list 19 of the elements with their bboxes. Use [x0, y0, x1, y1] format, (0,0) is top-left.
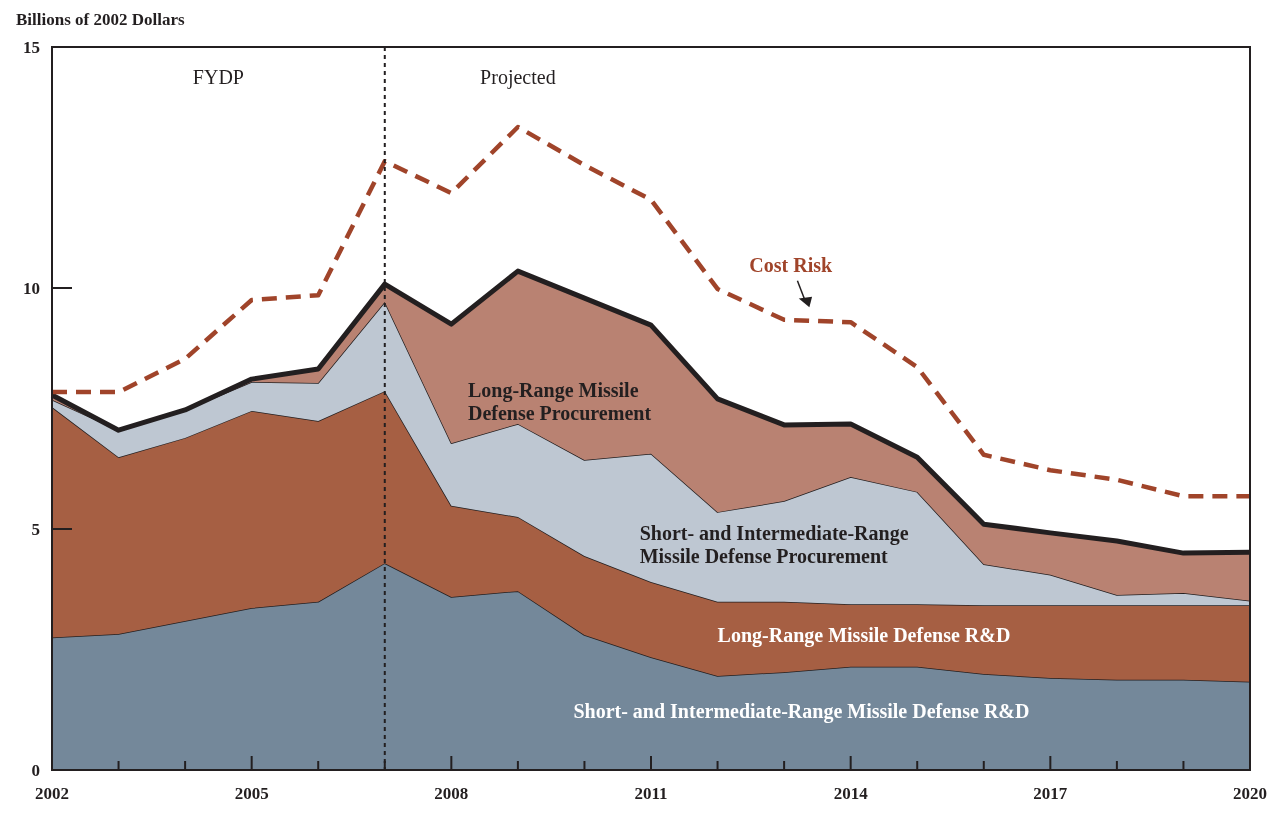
series-label: Short- and Intermediate-Range Missile Defense R&D [573, 699, 1030, 723]
y-axis-title: Billions of 2002 Dollars [16, 10, 185, 29]
x-tick-label: 2005 [234, 784, 269, 803]
annotation: Projected [480, 66, 556, 90]
x-tick-label: 2020 [1233, 784, 1267, 803]
x-tick-label: 2002 [35, 784, 69, 803]
x-tick-label: 2008 [434, 784, 469, 803]
series-label: Long-Range Missile Defense R&D [717, 624, 1011, 648]
y-tick-label: 10 [23, 279, 40, 298]
series-label: Cost Risk [749, 254, 834, 277]
x-tick-label: 2014 [833, 784, 869, 803]
y-tick-label: 15 [23, 38, 40, 57]
y-tick-label: 0 [31, 761, 40, 780]
x-tick-label: 2017 [1033, 784, 1068, 803]
x-tick-label: 2011 [634, 784, 668, 803]
y-tick-label: 5 [31, 520, 40, 539]
annotation: FYDP [192, 66, 244, 89]
series-label: Short- and Intermediate-Range Missile Defense Procurement [639, 522, 909, 568]
series-label: Long-Range Missile Defense Procurement [467, 378, 652, 424]
